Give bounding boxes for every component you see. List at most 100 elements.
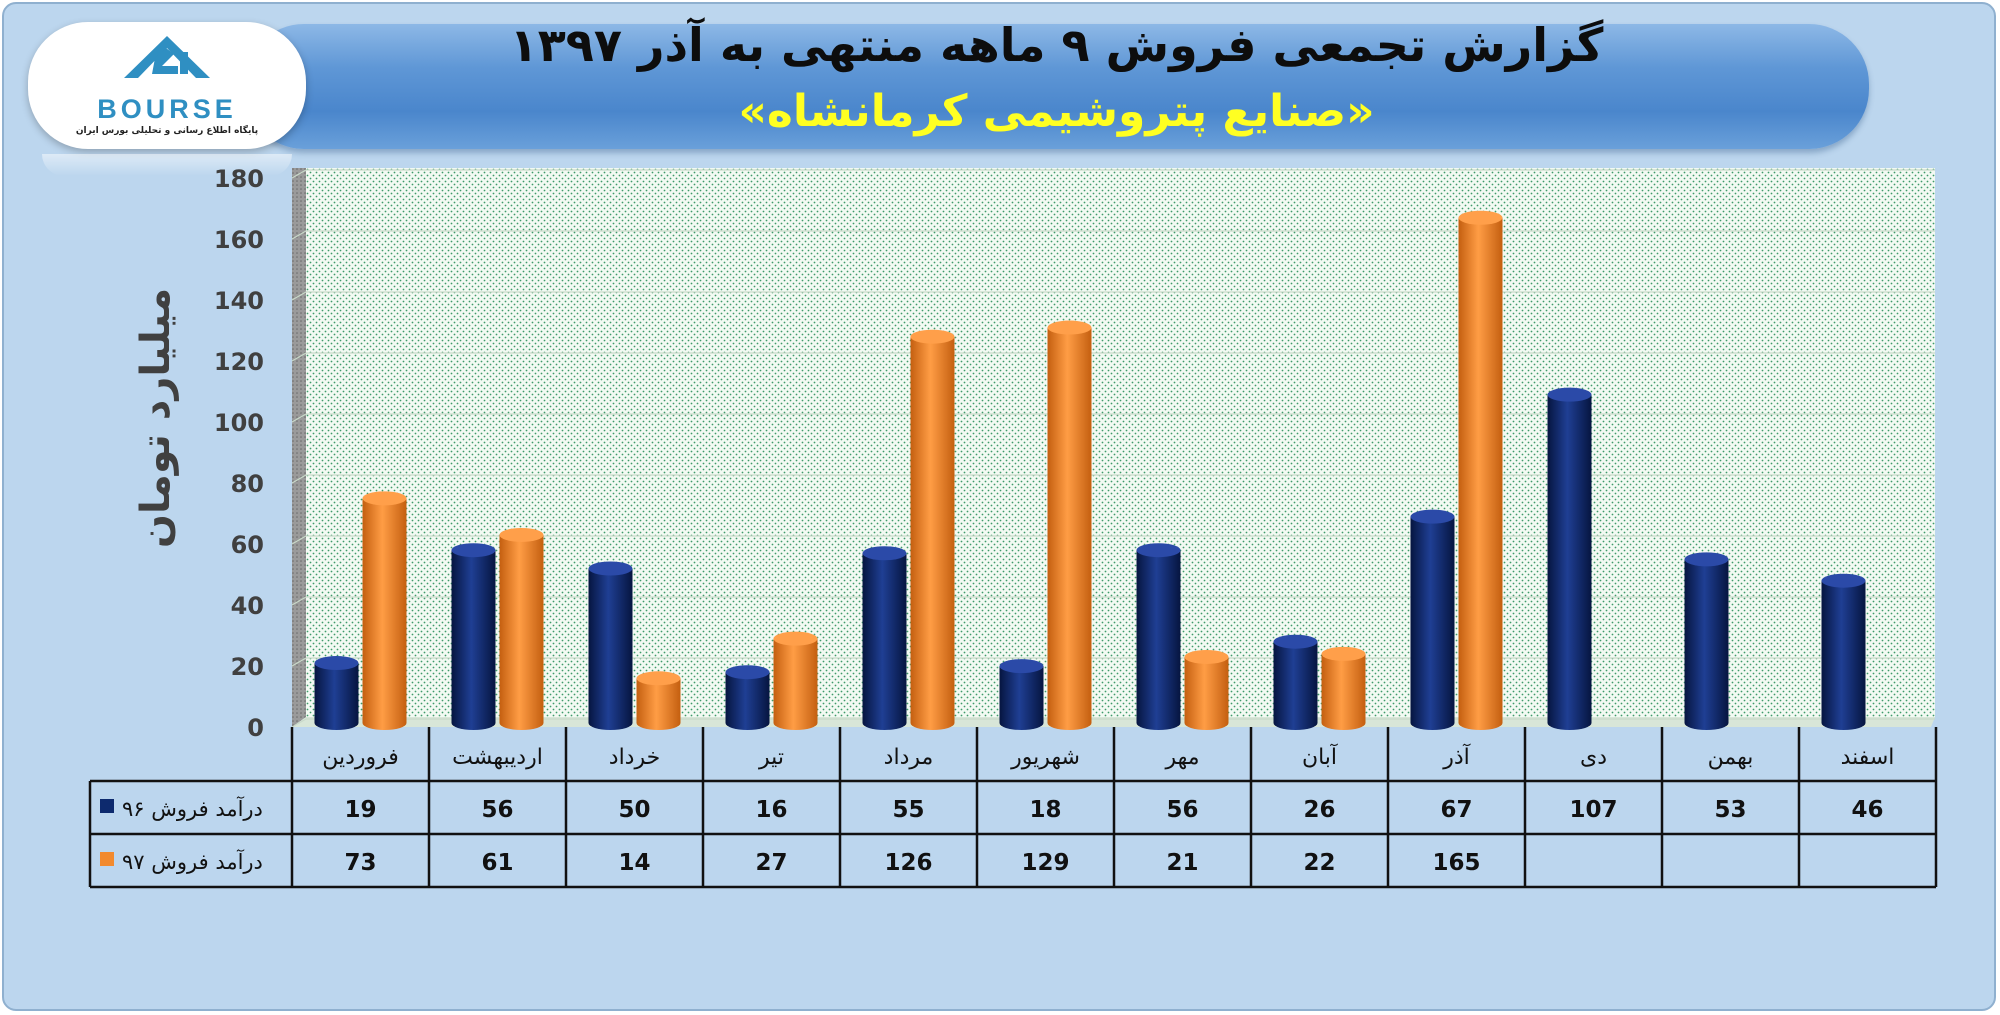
- bar-base: [999, 716, 1044, 730]
- gridline-side: [291, 230, 307, 240]
- bar-top: [862, 546, 907, 561]
- bar-base: [499, 716, 544, 730]
- bar-series-96: [1273, 634, 1318, 730]
- category-label: اسفند: [1841, 745, 1895, 770]
- bar-base: [910, 716, 955, 730]
- gridline-side: [291, 474, 307, 484]
- bar-body: [636, 678, 681, 723]
- bar-series-96: [862, 546, 907, 730]
- bourse-logo-icon: [124, 36, 210, 78]
- bar-body: [314, 663, 359, 723]
- logo-tagline: پایگاه اطلاع رسانی و تحلیلی بورس ایران: [75, 126, 259, 136]
- plot-side-wall: [292, 168, 306, 727]
- bar-base: [314, 716, 359, 730]
- bar-top: [1410, 509, 1455, 524]
- gridline-side: [291, 718, 307, 728]
- bar-body: [1273, 641, 1318, 723]
- bar-body: [1547, 394, 1592, 723]
- bar-body: [1821, 580, 1866, 723]
- logo-reflection: [42, 154, 292, 176]
- bar-body: [1136, 550, 1181, 723]
- y-tick-label: 60: [231, 531, 264, 559]
- data-label: 56: [481, 797, 513, 823]
- data-label: 27: [755, 850, 787, 876]
- gridline-side: [291, 596, 307, 606]
- y-tick-label: 80: [231, 470, 264, 498]
- bar-body: [725, 672, 770, 723]
- y-axis-ticks: 0 20 40 60 80 100 120 140 160 180: [214, 165, 264, 742]
- bar-base: [1458, 716, 1503, 730]
- bar-top: [636, 671, 681, 686]
- plot-area: [292, 168, 1935, 727]
- bar-base: [1547, 716, 1592, 730]
- legend-swatch: [100, 799, 114, 813]
- y-tick-label: 120: [214, 348, 264, 376]
- bar-top: [588, 561, 633, 576]
- data-label: 22: [1303, 850, 1335, 876]
- bar-series-97: [1184, 649, 1229, 730]
- bar-series-96: [451, 543, 496, 730]
- y-tick-label: 140: [214, 287, 264, 315]
- bar-body: [499, 534, 544, 723]
- bar-body: [773, 638, 818, 723]
- bar-base: [362, 716, 407, 730]
- bar-top: [499, 527, 544, 542]
- bar-base: [1321, 716, 1366, 730]
- bar-series-97: [499, 527, 544, 730]
- bar-body: [1321, 653, 1366, 723]
- data-label: 46: [1851, 797, 1883, 823]
- chart-title: گزارش تجمعی فروش ۹ ماهه منتهی به آذر ۱۳۹…: [509, 18, 1604, 72]
- gridline-side: [291, 535, 307, 545]
- bar-body: [1684, 559, 1729, 723]
- y-tick-label: 180: [214, 165, 264, 193]
- bar-base: [588, 716, 633, 730]
- bar-series-96: [1547, 387, 1592, 730]
- bar-base: [1273, 716, 1318, 730]
- bar-body: [1458, 217, 1503, 723]
- category-label: مرداد: [884, 745, 934, 770]
- category-label: تیر: [758, 745, 784, 770]
- title-banner: [244, 24, 1869, 149]
- bar-top: [999, 659, 1044, 674]
- bar-body: [362, 498, 407, 723]
- bar-top: [1184, 649, 1229, 664]
- gridline-side: [291, 352, 307, 362]
- data-label: 21: [1166, 850, 1198, 876]
- data-label: 55: [892, 797, 924, 823]
- bar-series-96: [725, 665, 770, 730]
- bar-body: [1184, 656, 1229, 723]
- chart-subtitle: «صنایع پتروشیمی کرمانشاه»: [738, 86, 1375, 137]
- bar-series-96: [1136, 543, 1181, 730]
- bar-series-97: [773, 631, 818, 730]
- bar-series-96: [314, 656, 359, 730]
- data-label: 19: [344, 797, 376, 823]
- category-label: شهریور: [1010, 745, 1080, 770]
- bar-base: [725, 716, 770, 730]
- bar-top: [725, 665, 770, 680]
- bar-base: [1047, 716, 1092, 730]
- legend-label: درآمد فروش ۹۷: [122, 849, 263, 874]
- bar-base: [451, 716, 496, 730]
- bar-base: [1184, 716, 1229, 730]
- bar-top: [1047, 320, 1092, 335]
- bar-series-96: [1821, 573, 1866, 730]
- gridline-side: [291, 169, 307, 179]
- category-label: فروردین: [322, 745, 399, 770]
- bar-base: [1684, 716, 1729, 730]
- bar-body: [1410, 516, 1455, 723]
- bar-body: [588, 568, 633, 723]
- gridline-side: [291, 657, 307, 667]
- category-label: اردیبهشت: [452, 745, 543, 770]
- bars: [314, 210, 1866, 730]
- y-tick-label: 40: [231, 592, 264, 620]
- gridline-side: [291, 413, 307, 423]
- category-label: خرداد: [609, 745, 660, 770]
- data-label: 67: [1440, 797, 1472, 823]
- y-axis-label: میلیارد تومان: [133, 287, 179, 549]
- data-label: 26: [1303, 797, 1335, 823]
- plot-back-wall: [306, 168, 1935, 717]
- bar-top: [451, 543, 496, 558]
- bar-series-96: [1684, 552, 1729, 730]
- legend-swatch: [100, 852, 114, 866]
- bar-series-97: [1047, 320, 1092, 730]
